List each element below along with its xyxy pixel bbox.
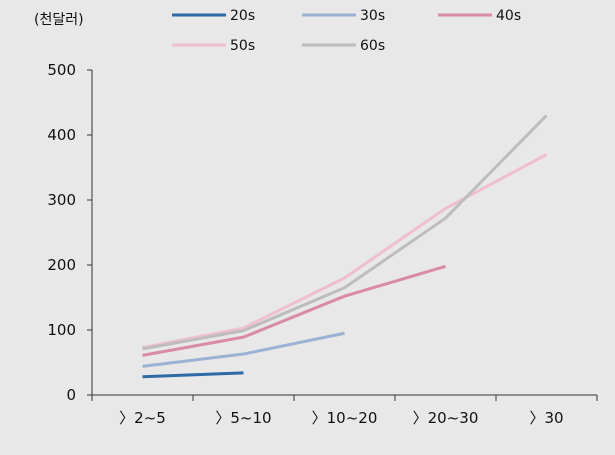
legend-label-20s: 20s <box>230 8 255 24</box>
y-axis-unit-label: (천달러) <box>34 12 84 28</box>
axes: 0 100 200 300 400 500 〉2~5 〉5~10 〉10~20 〉20~30 〉30 <box>47 61 598 427</box>
legend: 20s 30s 40s 50s 60s <box>172 8 521 54</box>
x-tick-label: 〉20~30 <box>413 409 479 427</box>
series-line-50s <box>142 153 548 350</box>
y-tick-label: 500 <box>47 61 76 79</box>
series-line-20s <box>142 371 244 379</box>
legend-label-60s: 60s <box>360 38 385 54</box>
legend-label-30s: 30s <box>360 8 385 24</box>
x-tick-label: 〉2~5 <box>119 409 166 427</box>
y-tick-label: 200 <box>47 256 76 274</box>
legend-label-50s: 50s <box>230 38 255 54</box>
x-tick-label: 〉10~20 <box>312 409 378 427</box>
series-line-60s <box>142 114 548 351</box>
y-tick-label: 300 <box>47 191 76 209</box>
y-tick-label: 0 <box>66 386 76 404</box>
x-tick-label: 〉30 <box>529 409 563 427</box>
y-tick-label: 400 <box>47 126 76 144</box>
series-layer <box>142 114 548 379</box>
x-tick-label: 〉5~10 <box>215 409 271 427</box>
y-tick-label: 100 <box>47 321 76 339</box>
series-line-40s <box>142 264 446 357</box>
legend-label-40s: 40s <box>496 8 521 24</box>
